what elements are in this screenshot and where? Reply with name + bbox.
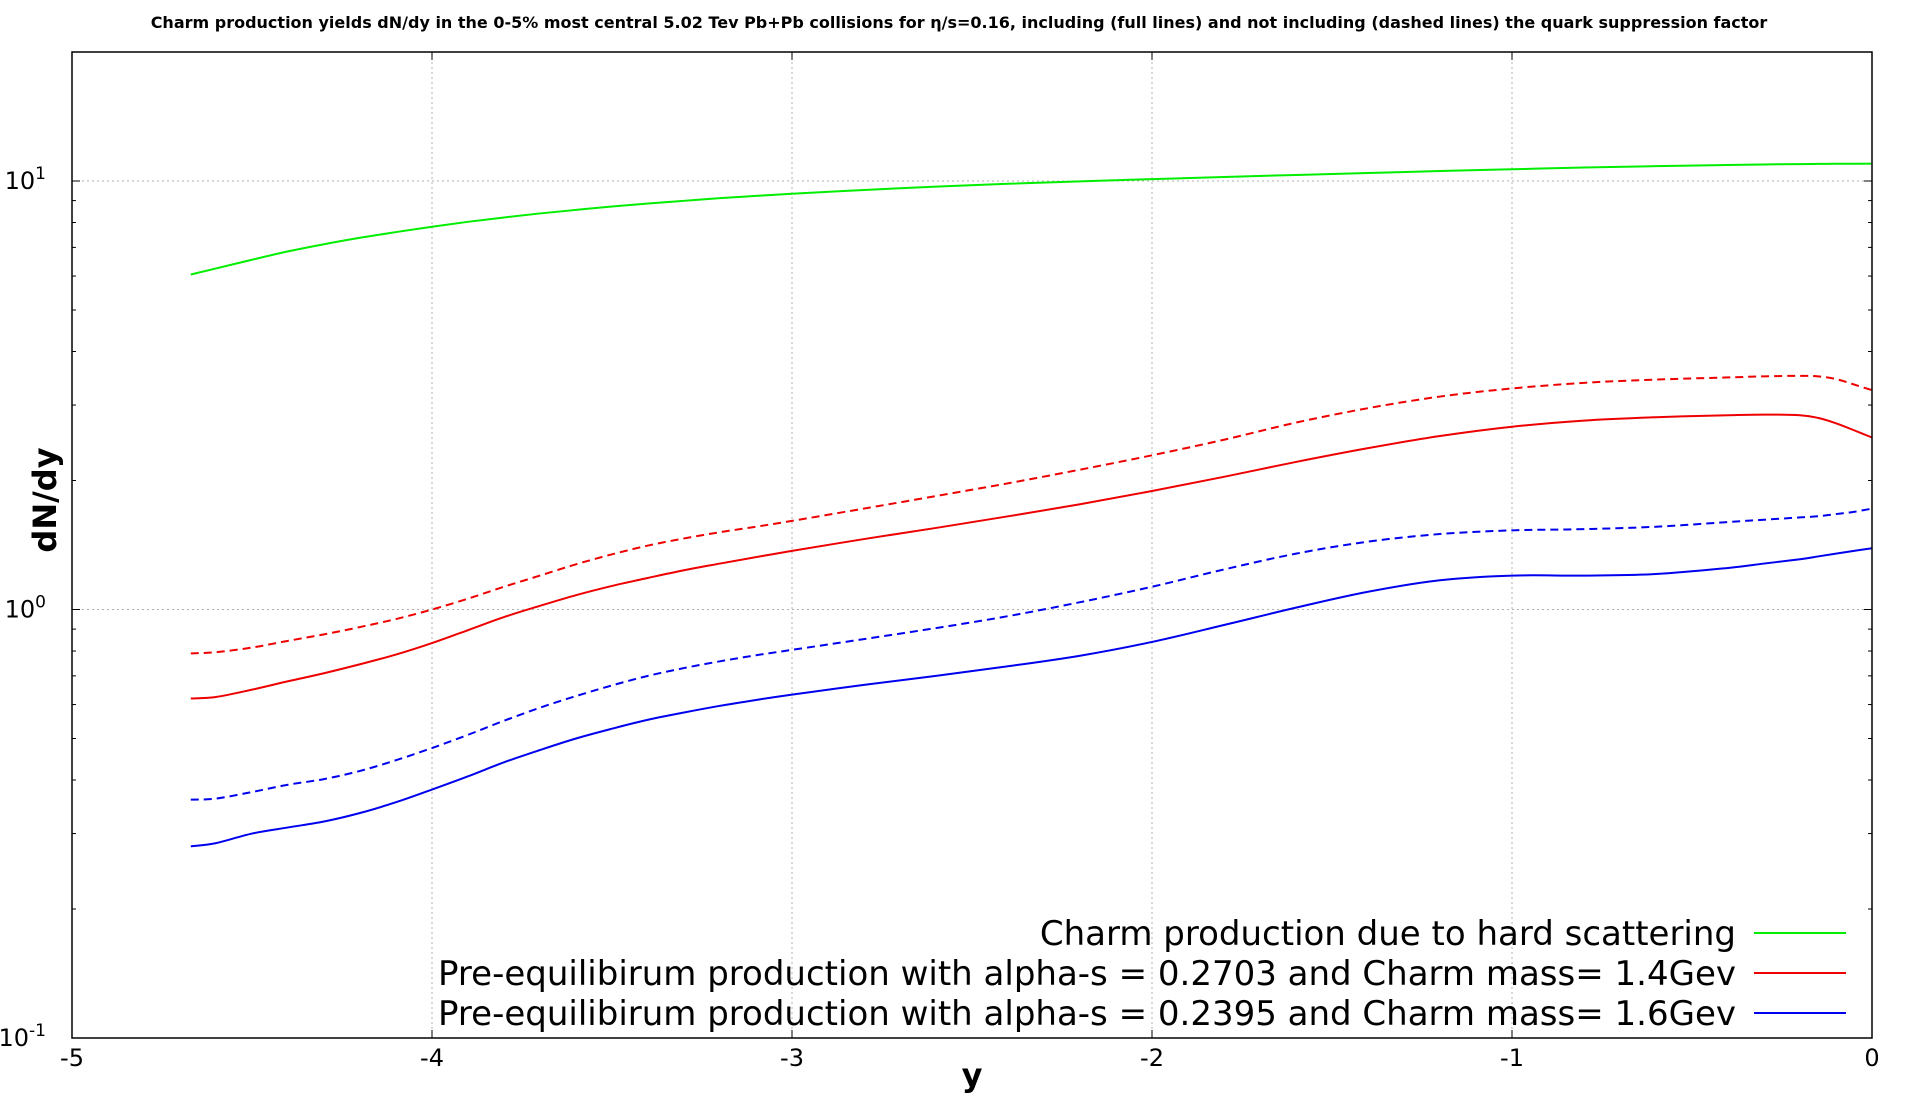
x-tick-label: -1 — [1500, 1044, 1524, 1072]
series-line-1-solid — [190, 162, 1873, 276]
y-axis-label: dN/dy — [26, 447, 64, 552]
x-tick-label: -2 — [1140, 1044, 1164, 1072]
plot-area-frame — [71, 51, 1873, 1039]
y-tick-label: 101 — [5, 164, 46, 195]
grid — [72, 52, 1872, 1038]
series-line-3-dashed — [190, 374, 1873, 655]
x-tick-label: 0 — [1864, 1044, 1879, 1072]
x-tick-label: -3 — [780, 1044, 804, 1072]
legend-label: Pre-equilibirum production with alpha-s … — [438, 954, 1736, 994]
legend-label: Pre-equilibirum production with alpha-s … — [438, 994, 1736, 1034]
series-lines — [190, 162, 1873, 848]
axis-ticks — [71, 52, 1873, 1039]
series-line-4-solid — [190, 547, 1873, 848]
series-line-5-dashed — [190, 507, 1873, 801]
y-tick-label: 10-1 — [0, 1021, 46, 1052]
x-tick-label: -4 — [420, 1044, 444, 1072]
x-axis-label: y — [962, 1056, 983, 1094]
series-line-2-solid — [190, 413, 1873, 700]
legend-label: Charm production due to hard scattering — [1040, 914, 1736, 954]
chart-title: Charm production yields dN/dy in the 0-5… — [151, 13, 1768, 32]
x-tick-label: -5 — [60, 1044, 84, 1072]
axis-tick-labels: -5 -4 -3 -2 -1 0 10-1 100 101 — [0, 164, 1880, 1072]
legend: Charm production due to hard scatteringP… — [438, 914, 1846, 1034]
y-tick-label: 100 — [5, 592, 46, 623]
